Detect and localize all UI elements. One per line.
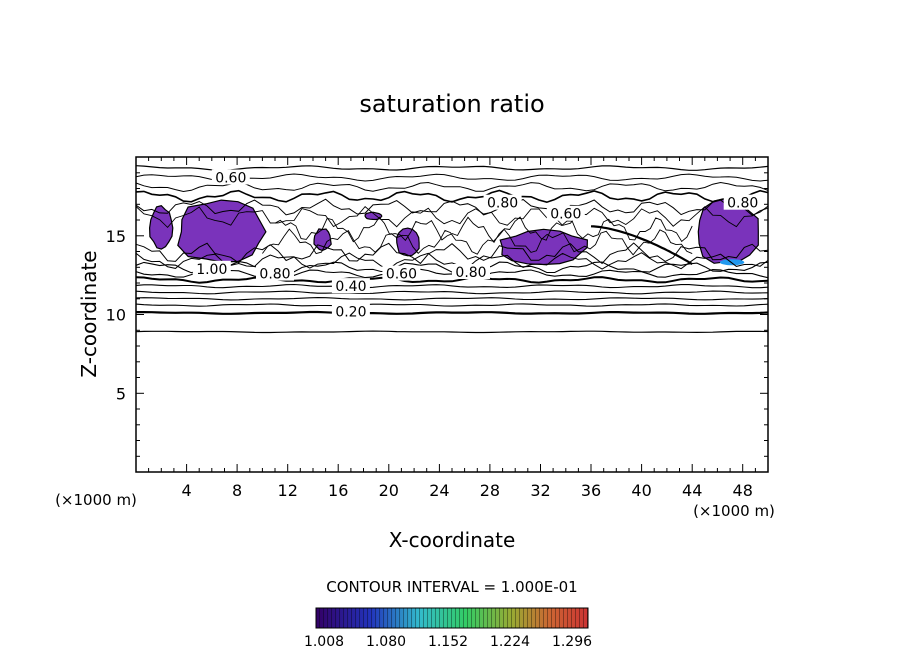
- colorbar-tick-label: 1.008: [304, 634, 344, 650]
- x-tick-label: 36: [581, 481, 601, 500]
- high-saturation-core: [719, 259, 745, 266]
- x-tick-label: 32: [530, 481, 550, 500]
- supersaturated-region: [395, 227, 420, 257]
- contour-interval-note: CONTOUR INTERVAL = 1.000E-01: [326, 578, 577, 596]
- supersaturated-region: [177, 199, 267, 263]
- contour-line: [274, 216, 693, 244]
- contour-line: [135, 297, 769, 301]
- contour-label-bg: [211, 169, 250, 185]
- contour-label: 0.20: [335, 304, 366, 320]
- contour-line: [262, 228, 693, 256]
- contour-label: 1.00: [196, 262, 227, 278]
- contour-line: [135, 330, 769, 334]
- colorbar-tick-label: 1.152: [428, 634, 468, 650]
- contour-label: 0.60: [550, 207, 581, 223]
- contour-line: [135, 165, 769, 172]
- contour-label-bg: [452, 264, 490, 279]
- contour-label: 0.80: [727, 196, 758, 212]
- x-tick-label: 16: [328, 481, 348, 500]
- x-tick-label: 4: [182, 481, 192, 500]
- supersaturated-region: [499, 228, 589, 266]
- y-axis-label: Z-coordinate: [77, 250, 101, 377]
- x-tick-label: 12: [278, 481, 298, 500]
- contour-labels: 0.60 0.80 0.60 0.80 1.00 0.80 0.60 0.80 0.40 0.20: [192, 169, 762, 320]
- contour-line: [135, 283, 769, 289]
- contour-label: 0.80: [487, 196, 518, 212]
- colorbar-tick-label: 1.224: [490, 634, 530, 650]
- axis-ticks: [136, 157, 768, 472]
- contour-label: 0.80: [455, 265, 486, 281]
- y-tick-labels: 5 10 15: [106, 227, 126, 403]
- y-tick-label: 15: [106, 227, 126, 246]
- contour-label-bg: [331, 278, 370, 294]
- contour-label: 0.40: [335, 279, 366, 295]
- colorbar-tick-label: 1.080: [366, 634, 406, 650]
- x-axis-unit: (×1000 m): [693, 502, 775, 520]
- contour-label-bg: [723, 194, 762, 210]
- x-tick-label: 8: [232, 481, 242, 500]
- contour-line: [135, 276, 769, 284]
- x-tick-label: 28: [480, 481, 500, 500]
- plot-area: 0.60 0.80 0.60 0.80 1.00 0.80 0.60 0.80 0.40 0.20: [135, 156, 769, 473]
- y-tick-label: 10: [106, 306, 126, 325]
- x-axis-label: X-coordinate: [389, 528, 516, 552]
- contour-line: [135, 205, 769, 229]
- contour-label-bg: [256, 265, 294, 281]
- colorbar-frame: [315, 607, 589, 629]
- z-axis-unit: (×1000 m): [55, 491, 137, 509]
- contour-label-bg: [192, 260, 231, 276]
- x-tick-label: 20: [379, 481, 399, 500]
- contour-label-bg: [382, 265, 421, 281]
- contour-line: [136, 310, 769, 315]
- x-tick-label: 44: [682, 481, 702, 500]
- contour-line: [135, 189, 769, 204]
- x-tick-label: 48: [733, 481, 753, 500]
- contour-line: [135, 242, 769, 265]
- contour-label-bg: [483, 194, 522, 210]
- contour-label: 0.60: [386, 267, 417, 283]
- x-tick-labels: 4 8 12 16 20 24 28 32 36 40 44 48: [182, 481, 753, 500]
- colorbar: 1.008 1.080 1.152 1.224 1.296: [304, 607, 592, 650]
- supersaturated-region: [364, 211, 383, 221]
- contour-line: [135, 252, 769, 270]
- contour-line: [590, 225, 693, 266]
- colorbar-tick-labels: 1.008 1.080 1.152 1.224 1.296: [304, 634, 592, 650]
- x-tick-label: 40: [631, 481, 651, 500]
- contour-line: [135, 290, 769, 295]
- supersaturated-region: [148, 205, 174, 250]
- contour-label-bg: [546, 205, 585, 221]
- x-tick-label: 24: [429, 481, 449, 500]
- contour-line: [135, 303, 769, 307]
- contour-label-bg: [331, 303, 370, 319]
- colorbar-tick-label: 1.296: [552, 634, 592, 650]
- y-tick-label: 5: [116, 384, 126, 403]
- contour-label: 0.60: [215, 171, 246, 187]
- contour-label: 0.80: [259, 267, 290, 283]
- chart-title: saturation ratio: [359, 90, 544, 118]
- colorbar-stripes: [316, 608, 588, 628]
